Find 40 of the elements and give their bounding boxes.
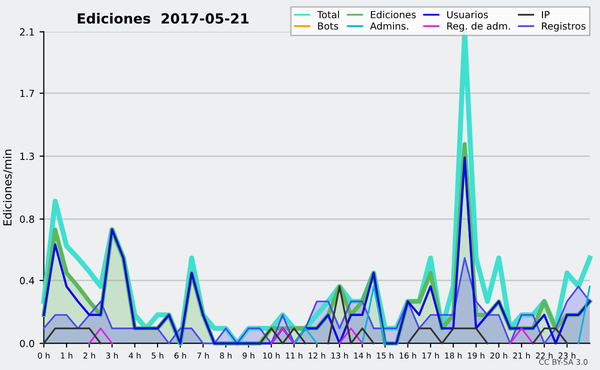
y-tick-label: 1.3 — [20, 152, 34, 160]
x-tick-label: 22 h — [536, 352, 553, 359]
legend-label: Admins. — [370, 22, 408, 30]
legend-label: Bots — [318, 22, 338, 30]
x-tick-label: 8 h — [220, 352, 232, 359]
x-tick-label: 7 h — [197, 352, 209, 359]
y-tick-label: 0.8 — [20, 216, 34, 223]
legend-label: Ediciones — [370, 10, 416, 18]
x-tick-label: 10 h — [263, 352, 280, 359]
y-axis-title: Ediciones/min — [3, 150, 12, 226]
legend-label: Usuarios — [447, 10, 488, 18]
x-tick-label: 6 h — [174, 352, 186, 359]
legend-label: Total — [317, 10, 339, 18]
x-tick-label: 17 h — [422, 352, 439, 359]
x-tick-label: 11 h — [286, 352, 302, 359]
x-tick-label: 14 h — [354, 352, 371, 359]
x-tick-label: 1 h — [61, 352, 72, 359]
y-tick-label: 0.4 — [20, 276, 34, 284]
x-tick-label: 3 h — [106, 352, 118, 359]
legend-label: Registros — [542, 22, 586, 32]
x-tick-label: 23 h — [558, 352, 576, 359]
legend-label: IP — [542, 11, 550, 18]
x-tick-label: 13 h — [331, 352, 348, 359]
y-tick-label: 1.7 — [20, 90, 34, 97]
legend-label: Reg. de adm. — [447, 22, 510, 32]
x-tick-label: 16 h — [400, 352, 416, 359]
x-tick-label: 5 h — [152, 352, 164, 359]
x-tick-label: 21 h — [513, 352, 530, 359]
x-tick-label: 9 h — [242, 352, 254, 359]
x-tick-label: 4 h — [128, 352, 141, 359]
x-tick-label: 18 h — [445, 352, 462, 359]
chart-title: Ediciones 2017-05-21 — [78, 12, 248, 24]
x-tick-label: 2 h — [83, 352, 96, 359]
x-tick-label: 15 h — [376, 352, 394, 359]
y-tick-label: 2.1 — [20, 28, 34, 36]
y-tick-label: 0.0 — [20, 340, 34, 348]
x-tick-label: 19 h — [468, 352, 484, 359]
x-tick-label: 0 h — [38, 352, 50, 359]
x-tick-label: 12 h — [308, 352, 326, 359]
x-tick-label: 20 h — [490, 352, 508, 359]
